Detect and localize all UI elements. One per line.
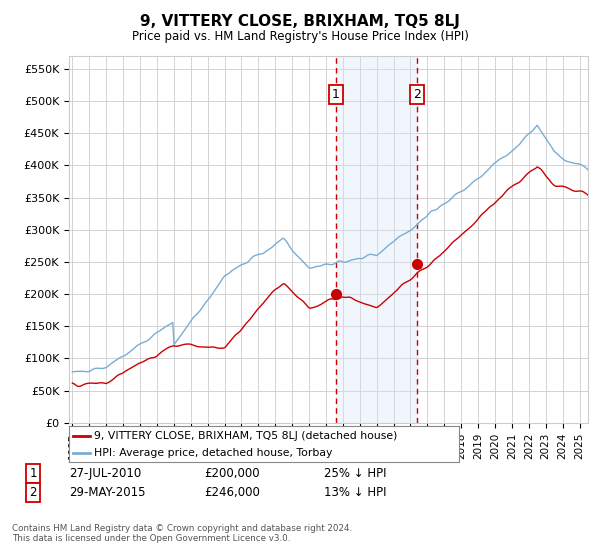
- Text: 9, VITTERY CLOSE, BRIXHAM, TQ5 8LJ: 9, VITTERY CLOSE, BRIXHAM, TQ5 8LJ: [140, 14, 460, 29]
- Bar: [335, 56, 418, 423]
- Text: 9, VITTERY CLOSE, BRIXHAM, TQ5 8LJ (detached house): 9, VITTERY CLOSE, BRIXHAM, TQ5 8LJ (deta…: [94, 431, 398, 441]
- Text: HPI: Average price, detached house, Torbay: HPI: Average price, detached house, Torb…: [94, 448, 333, 458]
- Text: Price paid vs. HM Land Registry's House Price Index (HPI): Price paid vs. HM Land Registry's House …: [131, 30, 469, 43]
- Text: 2: 2: [413, 88, 421, 101]
- Text: £200,000: £200,000: [204, 466, 260, 480]
- Text: 27-JUL-2010: 27-JUL-2010: [69, 466, 141, 480]
- Text: 1: 1: [29, 466, 37, 480]
- Text: 2: 2: [29, 486, 37, 500]
- Text: 29-MAY-2015: 29-MAY-2015: [69, 486, 146, 500]
- Text: Contains HM Land Registry data © Crown copyright and database right 2024.
This d: Contains HM Land Registry data © Crown c…: [12, 524, 352, 543]
- Text: 25% ↓ HPI: 25% ↓ HPI: [324, 466, 386, 480]
- Text: £246,000: £246,000: [204, 486, 260, 500]
- Text: 1: 1: [332, 88, 340, 101]
- Text: 13% ↓ HPI: 13% ↓ HPI: [324, 486, 386, 500]
